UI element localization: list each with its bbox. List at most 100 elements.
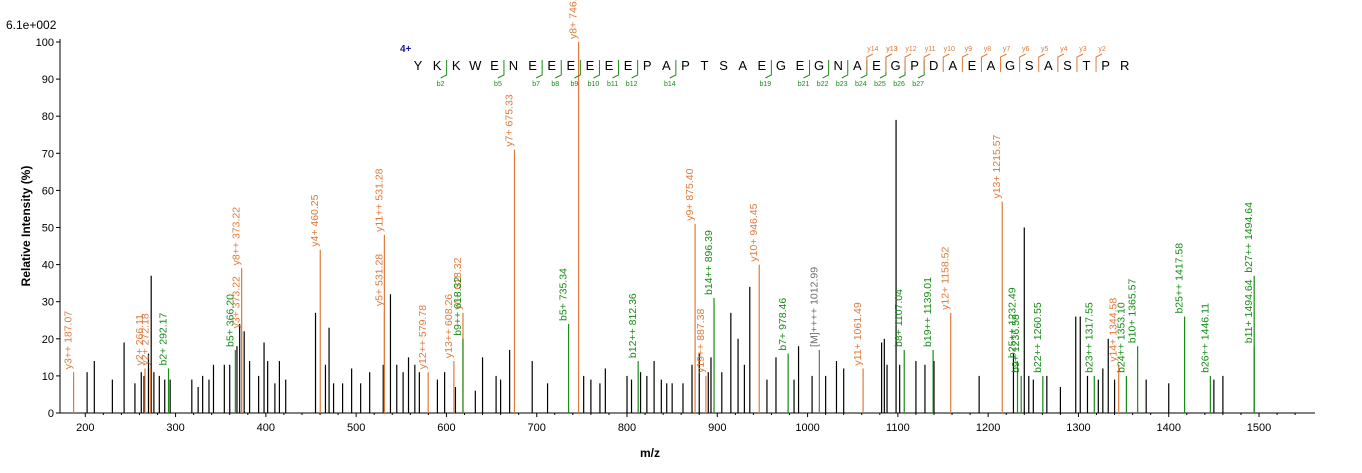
y-tick-label: 20 [42,334,54,346]
sequence-residue: E [968,58,977,73]
peptide-sequence: 4+Y K K W E N E E E E E E P A P T S A E G E G N A E G P D A E A G S A S T P R… [400,44,1129,88]
b-ion-bracket [822,60,830,79]
sequence-residue: K [433,58,442,73]
sequence-residue: N [509,58,518,73]
peak-label: y6+ 618.32 [452,257,464,309]
b-ion-label: b8 [551,81,559,88]
sequence-residue: E [528,58,537,73]
y-tick-label: 10 [42,371,54,383]
b-ion-bracket [555,60,562,79]
x-tick-label: 800 [618,422,636,434]
peak-label: y13++ 608.26 [443,294,455,358]
peak-label: y4+ 460.25 [309,194,321,246]
peak-label: y10+ 946.45 [748,203,760,261]
y-ion-bracket [904,53,912,72]
sequence-residue: S [1025,58,1034,73]
y-tick-label: 0 [48,408,54,420]
b-ion-bracket [803,60,811,79]
sequence-residue: E [586,58,595,73]
sequence-residue: T [1083,58,1091,73]
x-tick-label: 300 [166,422,184,434]
peak-label: b7+ 978.46 [777,298,789,351]
peak-label: b24++ 1353.10 [1115,302,1127,373]
x-tick-label: 600 [437,422,455,434]
peak-label: y12++ 579.78 [417,305,429,369]
sequence-residue: E [624,58,633,73]
y-ion-bracket [1038,53,1045,72]
peak-label: b9+ 1236.58 [1010,314,1022,373]
x-tick-label: 700 [528,422,546,434]
peak-label: y2+ 272.18 [139,313,151,365]
sequence-residue: A [662,58,671,73]
y-ion-label: y8 [984,46,992,53]
sequence-residue: A [987,58,996,73]
peak-label: b2+ 292.17 [157,312,169,365]
b-ion-label: b9 [570,81,578,88]
b-ion-bracket [612,60,620,79]
b-ion-bracket [841,60,849,79]
peak-label: b14++ 896.39 [703,230,715,295]
y-tick-label: 90 [42,74,54,86]
peak-label: y13+ 1215.57 [991,134,1003,198]
b-ion-label: b12 [626,81,638,88]
sequence-residue: P [1101,58,1110,73]
b-ion-bracket [917,60,925,79]
y-ion-label: y7 [1003,46,1011,53]
sequence-residue: A [948,58,957,73]
x-tick-label: 1000 [795,422,819,434]
peak-label: y8++ 373.22 [231,207,243,266]
sequence-residue: W [469,58,482,73]
b-ion-label: b11 [607,81,618,88]
sequence-residue: G [890,58,900,73]
sequence-residue: P [681,58,690,73]
peak-label: y5+ 531.28 [373,254,385,306]
sequence-residue: E [796,58,805,73]
y-tick-label: 100 [36,37,54,49]
peak-label: b9++ 618.32 [452,277,464,336]
peak-label: b25++ 1232.49 [1006,287,1018,358]
sequence-residue: Y [414,58,423,73]
peak-label: b5+ 735.34 [558,268,570,321]
y-ion-bracket [1019,53,1026,72]
b-ion-bracket [574,60,581,79]
peak-label: y3++ 187.07 [63,311,75,370]
b-ion-bracket [535,60,543,79]
peak-label: b27++ 1494.64 [1243,202,1255,273]
sequence-residue: E [605,58,614,73]
peak-label: [M]++++ 1012.99 [808,267,820,347]
sequence-residue: T [701,58,709,73]
intensity-scale-label: 6.1e+002 [6,18,57,32]
y-ion-label: y14 [867,46,878,53]
x-tick-label: 1100 [886,422,910,434]
b-ion-label: b7 [532,81,540,88]
b-ion-bracket [879,60,887,79]
y-ion-label: y11 [925,46,936,53]
y-ion-bracket [1000,53,1007,72]
sequence-residue: E [757,58,766,73]
y-axis-title: Relative Intensity (%) [19,166,33,287]
x-tick-label: 1300 [1066,422,1090,434]
sequence-residue: S [1063,58,1072,73]
y-ion-bracket [866,53,874,72]
sequence-residue: G [1005,58,1015,73]
sequence-residue: D [929,58,938,73]
y-ion-label: y2 [1098,46,1106,53]
peak-label: b19++ 1139.01 [922,277,934,347]
peak-label: b22++ 1260.55 [1032,302,1044,373]
y-ion-label: y5 [1041,46,1049,53]
b-ion-label: b23 [836,81,848,88]
sequence-residue: E [872,58,881,73]
x-tick-label: 1400 [1156,422,1180,434]
b-ion-label: b14 [664,81,676,88]
b-ion-bracket [765,60,772,79]
y-ion-bracket [1057,53,1065,72]
b-ion-label: b25 [874,81,886,88]
y-ion-bracket [961,53,969,72]
peak-label: b5+ 366.20 [224,294,236,347]
b-ion-label: b10 [588,81,600,88]
x-tick-label: 400 [257,422,275,434]
peak-label: y11+ 1061.49 [852,302,864,365]
sequence-residue: K [452,58,461,73]
